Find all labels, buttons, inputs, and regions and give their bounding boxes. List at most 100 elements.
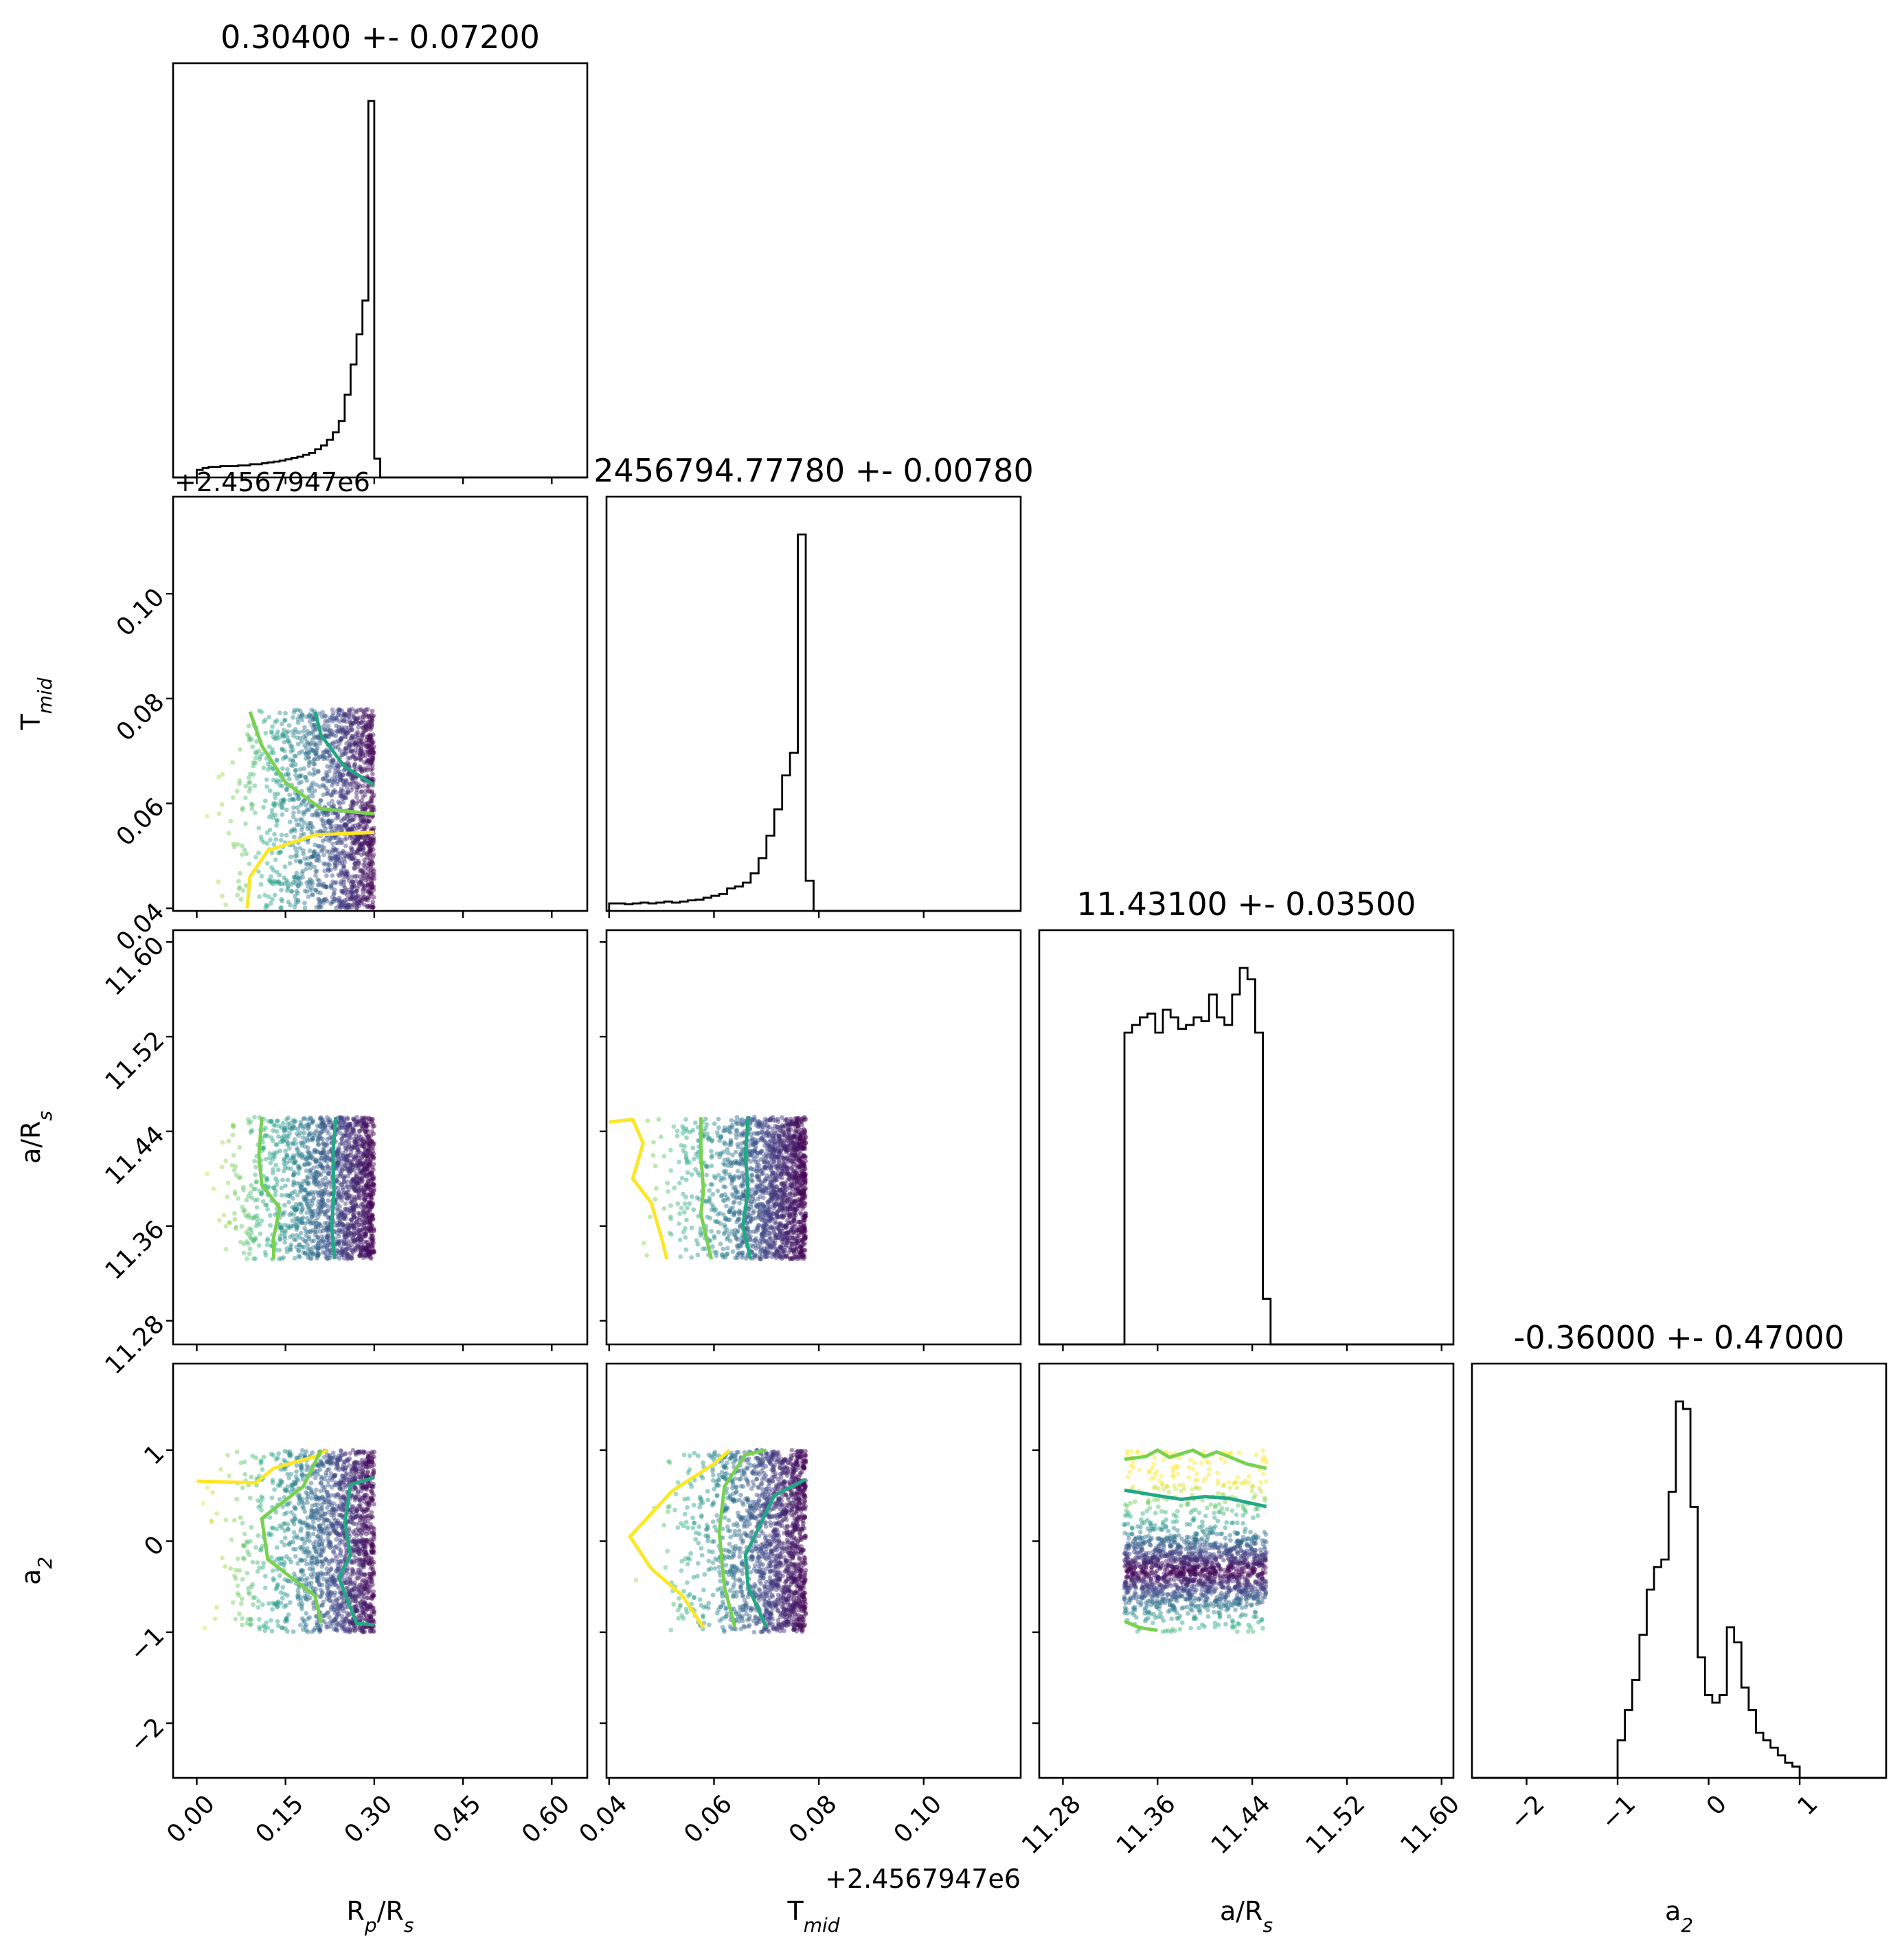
sample-point: [764, 1165, 770, 1171]
sample-point: [352, 1144, 356, 1149]
sample-point: [345, 1129, 350, 1134]
sample-point: [362, 1205, 367, 1210]
sample-point: [319, 817, 324, 822]
sample-point: [775, 1166, 781, 1171]
sample-point: [361, 1120, 367, 1125]
sample-point: [775, 1127, 780, 1133]
sample-point: [764, 1246, 770, 1252]
sample-point: [317, 900, 323, 905]
sample-point: [365, 1166, 370, 1171]
sample-point: [757, 1166, 762, 1171]
sample-point: [769, 1155, 774, 1160]
sample-point: [769, 1180, 774, 1186]
sample-point: [298, 767, 303, 772]
sample-point: [296, 730, 302, 735]
sample-point: [205, 813, 209, 819]
sample-point: [340, 1222, 345, 1228]
sample-point: [760, 1195, 766, 1200]
sample-point: [335, 1206, 340, 1211]
sample-point: [251, 760, 256, 765]
sample-point: [339, 1140, 344, 1145]
sample-point: [291, 1171, 297, 1177]
sample-point: [794, 1157, 800, 1162]
sample-point: [369, 723, 374, 728]
sample-point: [797, 1164, 802, 1169]
sample-point: [296, 1133, 301, 1138]
sample-point: [777, 1138, 782, 1143]
sample-point: [800, 1184, 805, 1189]
sample-point: [356, 861, 362, 866]
sample-point: [299, 1210, 304, 1215]
sample-point: [371, 1228, 376, 1234]
sample-point: [798, 1223, 804, 1228]
sample-point: [748, 1217, 753, 1222]
sample-point: [298, 1230, 304, 1236]
sample-point: [334, 763, 339, 768]
sample-point: [779, 1155, 784, 1160]
sample-point: [288, 881, 294, 887]
sample-point: [367, 1254, 373, 1260]
sample-point: [732, 1213, 736, 1218]
sample-point: [339, 727, 344, 732]
sample-point: [796, 1129, 801, 1135]
sample-point: [690, 1127, 696, 1133]
sample-point: [366, 1136, 372, 1142]
sample-point: [788, 1142, 793, 1148]
sample-point: [356, 1253, 362, 1259]
sample-point: [780, 1145, 785, 1151]
sample-point: [782, 1118, 788, 1123]
sample-point: [795, 1137, 800, 1142]
sample-point: [361, 876, 366, 881]
sample-point: [366, 737, 372, 743]
sample-point: [684, 1135, 689, 1140]
sample-point: [365, 852, 370, 857]
sample-point: [325, 1221, 330, 1226]
sample-point: [790, 1175, 795, 1181]
sample-point: [301, 1250, 306, 1255]
sample-point: [302, 1130, 307, 1136]
sample-point: [765, 1199, 770, 1205]
sample-point: [302, 1244, 306, 1250]
sample-point: [318, 1193, 324, 1198]
sample-point: [293, 762, 298, 767]
sample-point: [337, 1222, 342, 1228]
sample-point: [736, 1132, 742, 1137]
sample-point: [273, 1188, 278, 1193]
sample-point: [359, 733, 365, 738]
sample-point: [313, 1230, 317, 1234]
sample-point: [238, 870, 242, 876]
sample-point: [306, 1123, 311, 1128]
sample-point: [348, 856, 353, 861]
sample-point: [780, 1243, 786, 1248]
sample-point: [263, 1125, 268, 1131]
sample-point: [790, 1206, 795, 1212]
sample-point: [297, 774, 302, 778]
sample-point: [780, 1213, 785, 1219]
sample-point: [678, 1254, 683, 1259]
sample-point: [796, 1190, 802, 1195]
sample-point: [751, 1229, 756, 1234]
sample-point: [786, 1127, 791, 1132]
sample-point: [319, 904, 324, 910]
sample-point: [238, 1175, 243, 1180]
sample-point: [751, 1153, 756, 1159]
sample-point: [348, 826, 353, 831]
sample-point: [371, 1162, 376, 1166]
sample-point: [261, 719, 267, 725]
sample-point: [280, 1136, 285, 1140]
sample-point: [370, 1202, 375, 1206]
sample-point: [307, 771, 312, 776]
sample-point: [216, 774, 221, 780]
sample-point: [292, 1119, 297, 1125]
sample-point: [335, 898, 339, 903]
sample-point: [296, 883, 301, 888]
sample-point: [756, 1243, 761, 1249]
sample-point: [802, 1139, 806, 1144]
sample-point: [780, 1249, 785, 1254]
sample-point: [734, 1114, 740, 1120]
sample-point: [303, 752, 308, 757]
sample-point: [803, 1177, 808, 1182]
sample-point: [791, 1134, 796, 1139]
sample-point: [321, 897, 326, 903]
sample-point: [348, 1254, 353, 1260]
